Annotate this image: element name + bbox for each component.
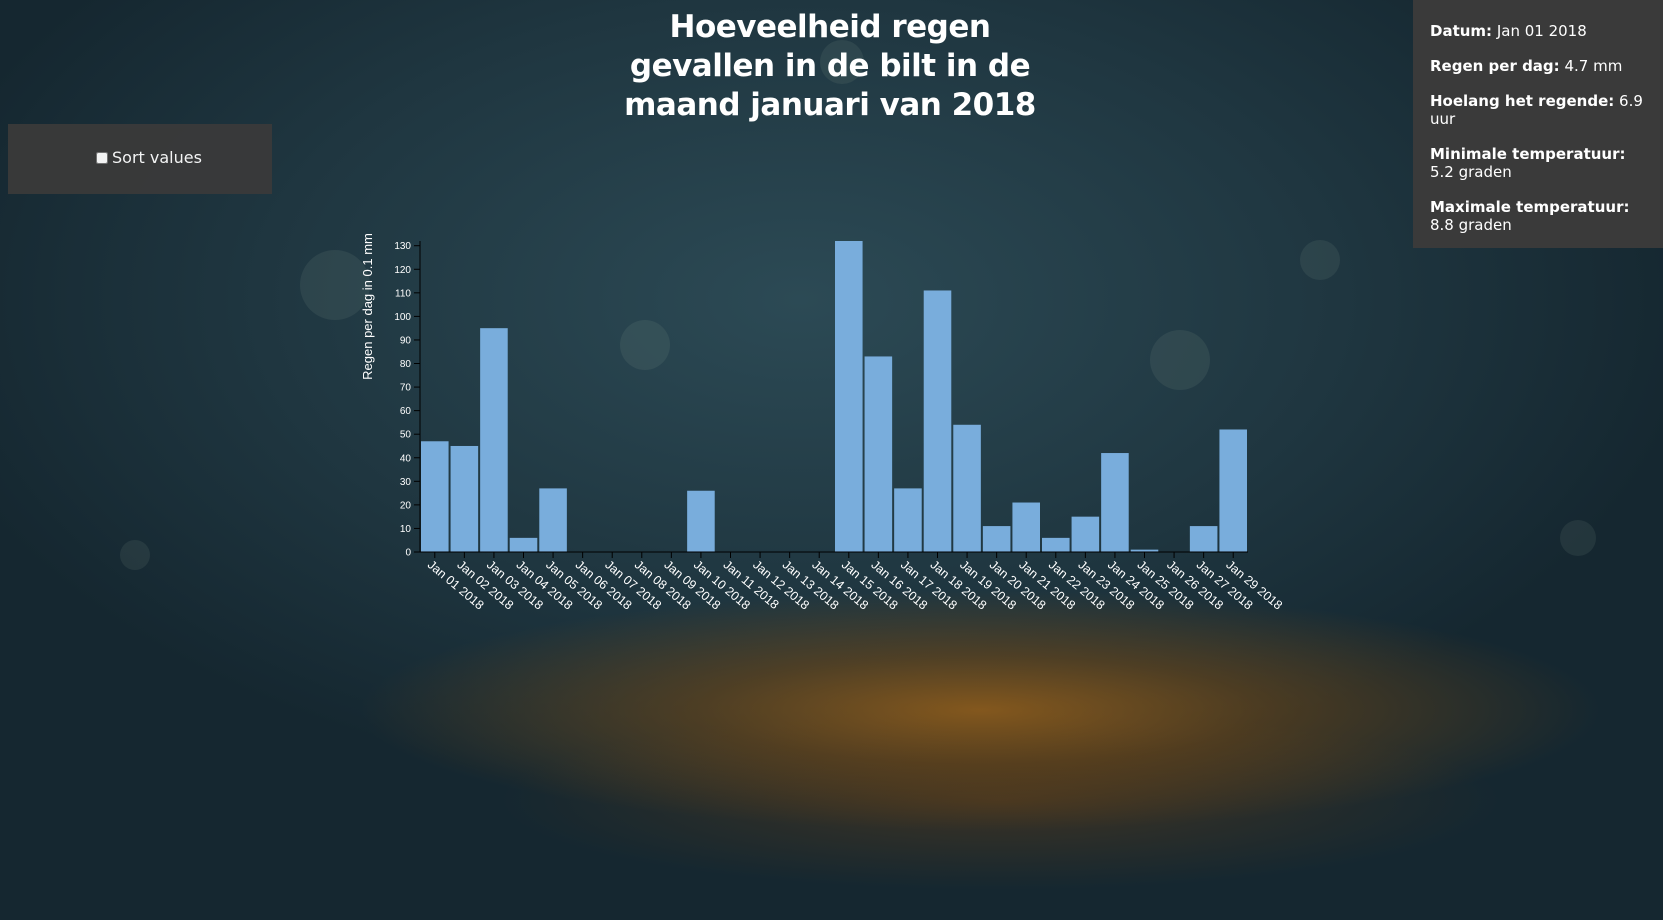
bar: [1012, 502, 1040, 552]
info-datum-label: Datum:: [1430, 22, 1493, 40]
title-line: Hoeveelheid regen: [669, 9, 991, 45]
bar: [923, 290, 952, 552]
y-tick-label: 0: [405, 548, 411, 559]
y-tick-label: 120: [394, 265, 411, 276]
info-min-temp-label: Minimale temperatuur:: [1430, 145, 1626, 163]
bar: [1189, 526, 1218, 552]
page-title: Hoeveelheid regen gevallen in de bilt in…: [560, 8, 1100, 125]
y-tick-label: 10: [400, 524, 412, 535]
bar: [1219, 429, 1247, 552]
info-max-temp-label: Maximale temperatuur:: [1430, 198, 1630, 216]
bar: [480, 328, 508, 552]
rain-bar-chart: Regen per dag in 0.1 mm 0 10 20 30 40 50 60 70 80…: [360, 233, 1285, 612]
bar: [1130, 549, 1159, 552]
y-tick-label: 70: [400, 383, 412, 394]
y-tick-label: 80: [400, 359, 412, 370]
info-min-temp: Minimale temperatuur: 5.2 graden: [1430, 145, 1647, 181]
info-hoelang: Hoelang het regende: 6.9 uur: [1430, 92, 1647, 128]
y-tick-label: 20: [400, 500, 412, 511]
info-datum: Datum: Jan 01 2018: [1430, 22, 1647, 40]
info-hoelang-label: Hoelang het regende:: [1430, 92, 1615, 110]
y-tick-label: 130: [394, 241, 411, 252]
y-axis-label: Regen per dag in 0.1 mm: [360, 233, 375, 380]
info-panel: Datum: Jan 01 2018 Regen per dag: 4.7 mm…: [1413, 0, 1663, 248]
bokeh-circle: [120, 540, 150, 570]
bar: [894, 488, 922, 552]
sort-values-checkbox[interactable]: [96, 151, 108, 164]
bar: [1042, 537, 1070, 552]
bar: [450, 445, 479, 552]
bar: [1101, 453, 1129, 552]
y-tick-label: 100: [394, 312, 411, 323]
bar: [864, 356, 893, 552]
info-max-temp-value: 8.8 graden: [1430, 216, 1512, 234]
sort-values-toggle[interactable]: Sort values: [96, 148, 202, 167]
bar: [509, 537, 538, 552]
info-max-temp: Maximale temperatuur: 8.8 graden: [1430, 198, 1647, 234]
title-line: maand januari van 2018: [624, 87, 1036, 123]
bar: [953, 424, 981, 552]
y-tick-label: 90: [400, 335, 412, 346]
bar: [687, 490, 715, 552]
bar: [982, 526, 1011, 552]
y-tick-label: 50: [400, 430, 412, 441]
bar: [421, 441, 449, 552]
bokeh-circle: [1560, 520, 1596, 556]
bar: [539, 488, 567, 552]
y-tick-label: 60: [400, 406, 412, 417]
info-hoelang-value: 6.9 uur: [1430, 92, 1643, 128]
y-tick-label: 40: [400, 453, 412, 464]
bar: [835, 241, 863, 552]
info-regen: Regen per dag: 4.7 mm: [1430, 57, 1647, 75]
y-tick-label: 110: [395, 288, 411, 299]
info-regen-value: 4.7 mm: [1564, 57, 1623, 75]
sort-panel: Sort values: [8, 124, 272, 194]
title-line: gevallen in de bilt in de: [629, 48, 1031, 84]
bokeh-circle: [1300, 240, 1340, 280]
sort-values-label: Sort values: [112, 148, 202, 167]
y-tick-label: 30: [400, 477, 412, 488]
info-datum-value: Jan 01 2018: [1496, 22, 1587, 40]
info-min-temp-value: 5.2 graden: [1430, 163, 1512, 181]
bar: [1071, 516, 1100, 552]
info-regen-label: Regen per dag:: [1430, 57, 1560, 75]
